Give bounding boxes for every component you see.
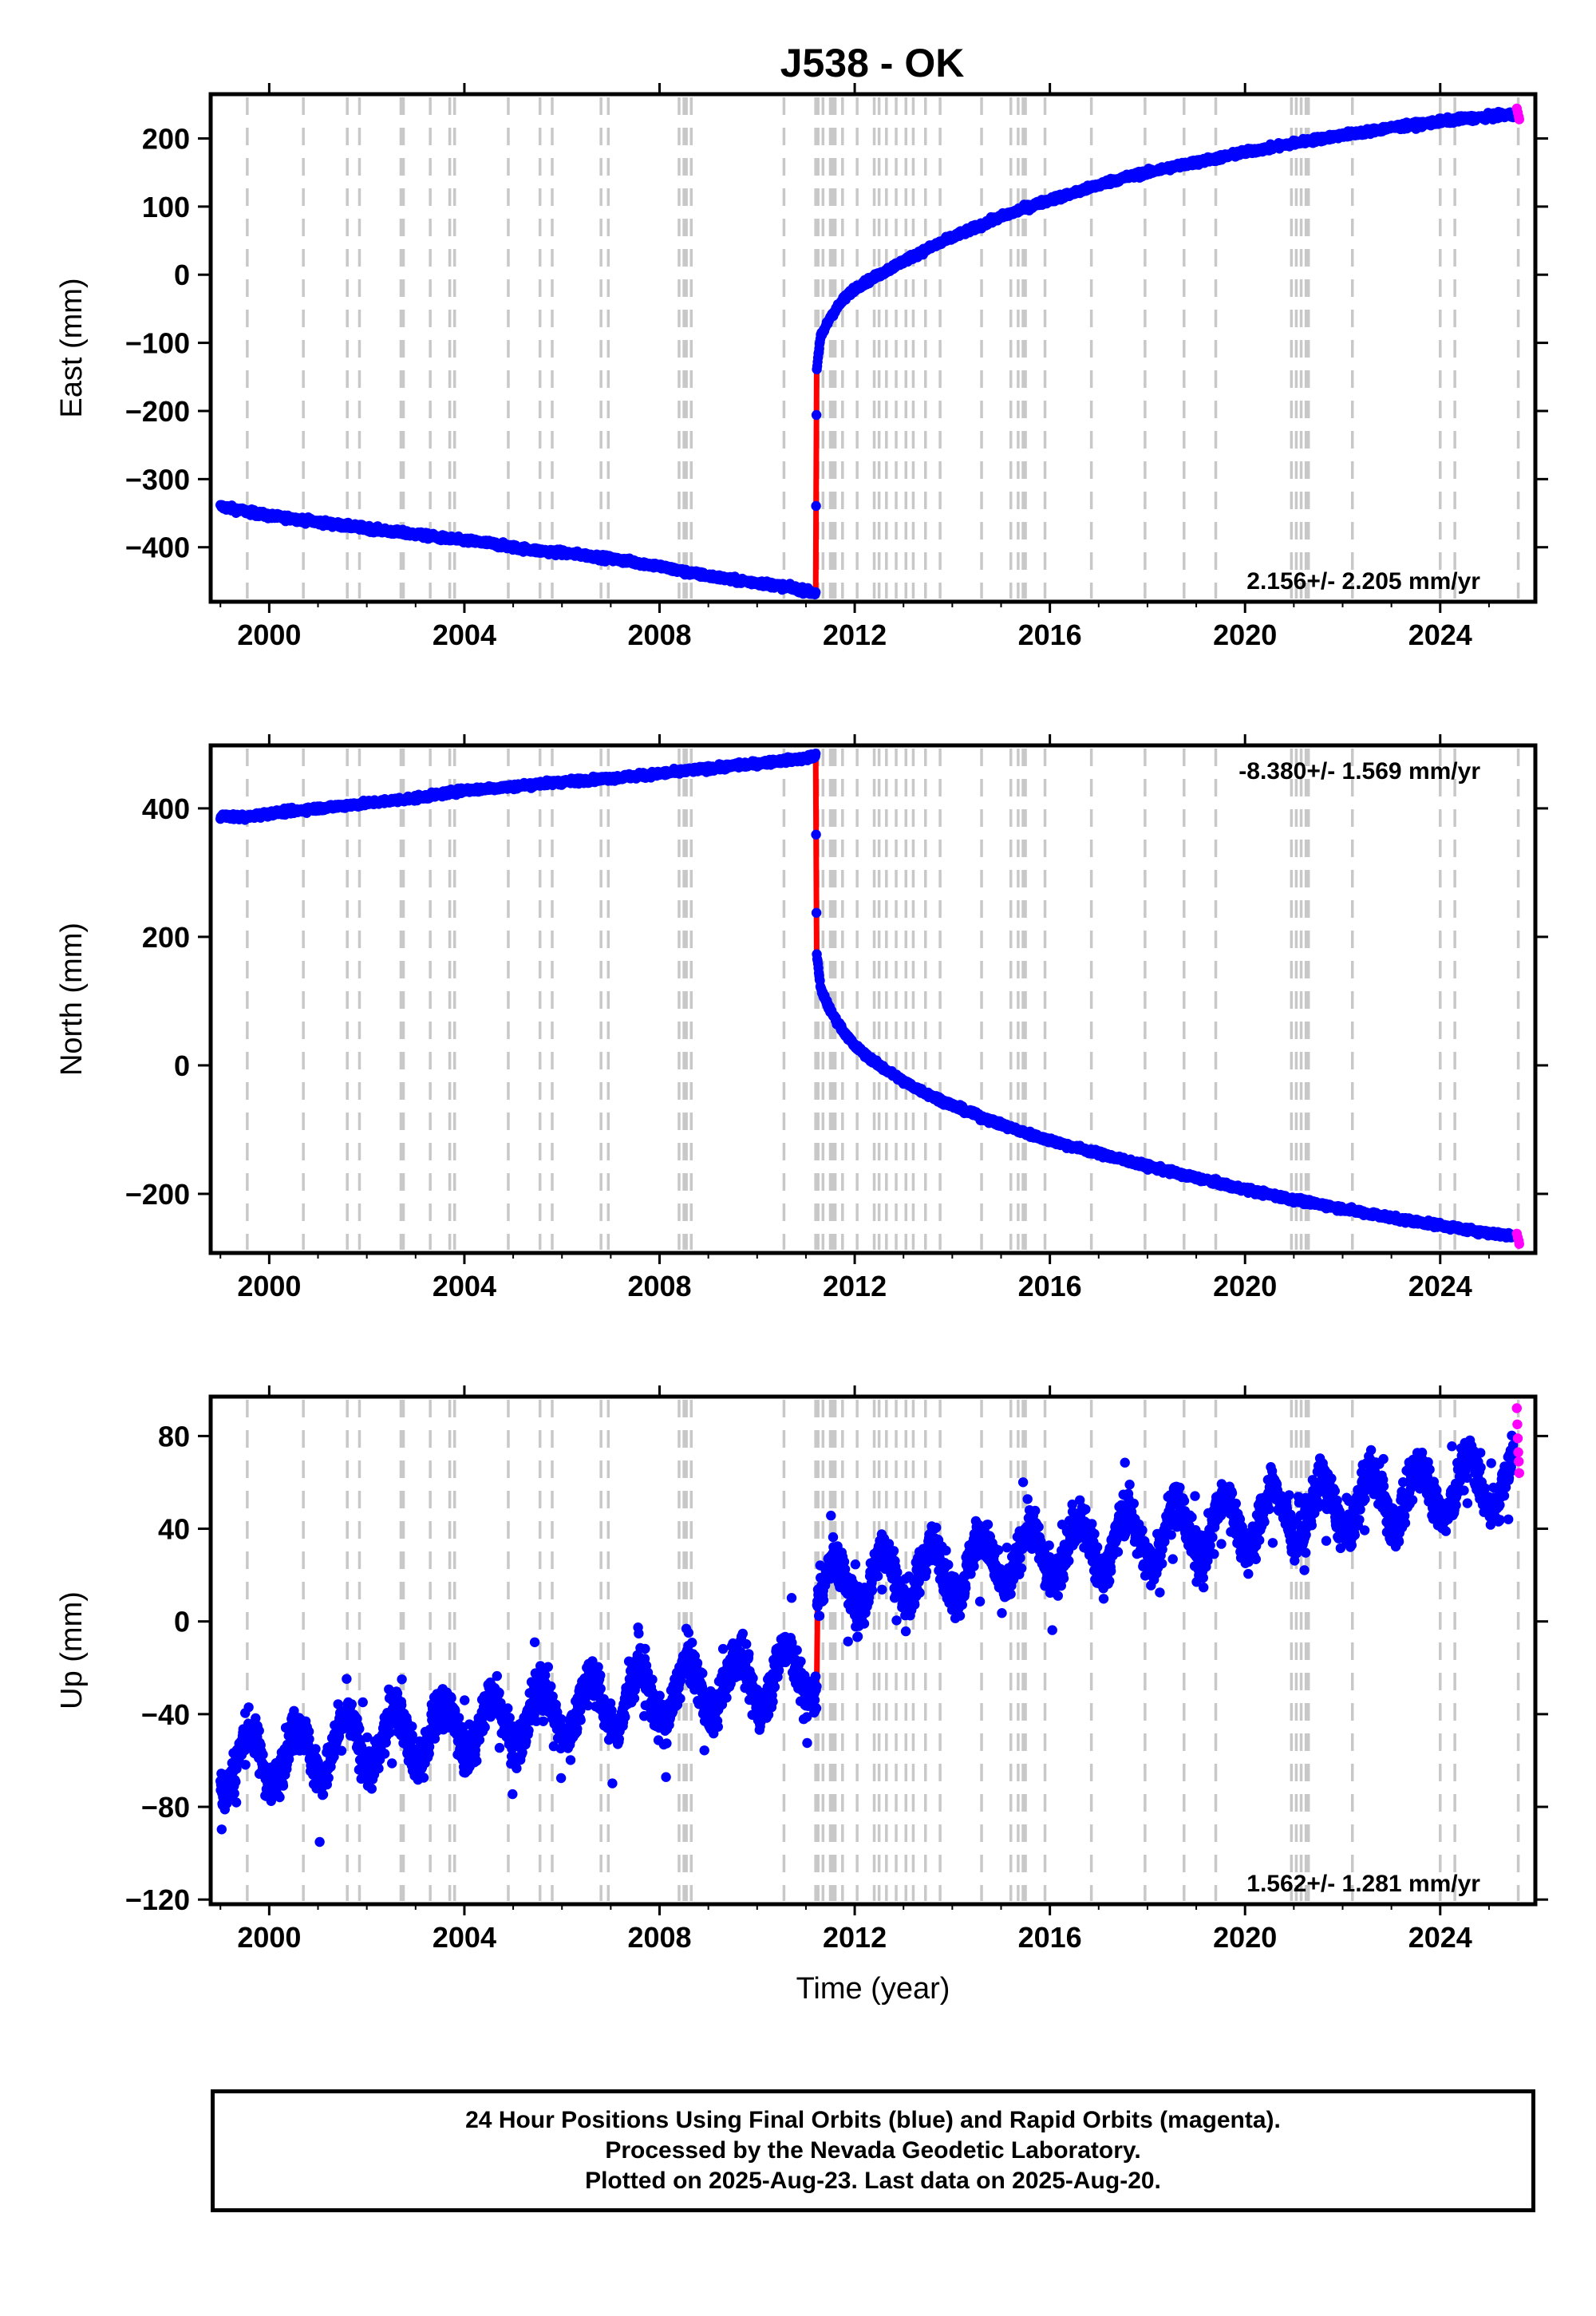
east-x-tick-label: 2020 — [1213, 619, 1277, 651]
east-y-tick-label: 0 — [174, 259, 190, 291]
north-model-series — [220, 753, 1519, 1241]
east-final-point — [811, 409, 822, 421]
east-x-tick-label: 2008 — [627, 619, 691, 651]
east-final-point — [811, 587, 821, 598]
east-y-axis-label: East (mm) — [55, 278, 89, 417]
east-points — [215, 103, 1525, 600]
east-panel: 2000 2004 2008 2012 2016 2020 2024 200 100 0 −100 −… — [55, 83, 1548, 651]
east-model-series — [219, 111, 1519, 597]
east-y-tick-label: −200 — [125, 395, 190, 428]
east-y-tick-label: 200 — [142, 122, 190, 155]
east-y-tick-label: 100 — [142, 191, 190, 223]
east-event-lines — [246, 97, 1520, 599]
east-rapid-point — [1514, 114, 1525, 124]
east-x-tick-label: 2024 — [1408, 619, 1472, 651]
east-y-tick-label: −300 — [125, 463, 190, 496]
east-y-tick-label: −100 — [125, 327, 190, 360]
east-x-tick-label: 2012 — [823, 619, 887, 651]
east-ticks: 2000 2004 2008 2012 2016 2020 2024 200 100 0 −100 −… — [125, 83, 1548, 651]
east-final-point — [811, 500, 821, 512]
north-panel: 2000 2004 2008 2012 2016 2020 20244002000−200 … — [55, 734, 1548, 1302]
east-rate-annotation: 2.156+/- 2.205 mm/yr — [1246, 568, 1480, 595]
east-y-tick-label: −400 — [125, 532, 190, 564]
east-model-line — [219, 111, 1519, 597]
north-model-line — [220, 753, 1519, 1241]
east-x-tick-label: 2004 — [433, 619, 496, 651]
figure-title: J538 - OK — [780, 41, 965, 85]
east-x-tick-label: 2016 — [1018, 619, 1082, 651]
east-x-tick-label: 2000 — [237, 619, 301, 651]
north-event-lines — [246, 749, 1520, 1250]
north-points — [215, 749, 1525, 1249]
